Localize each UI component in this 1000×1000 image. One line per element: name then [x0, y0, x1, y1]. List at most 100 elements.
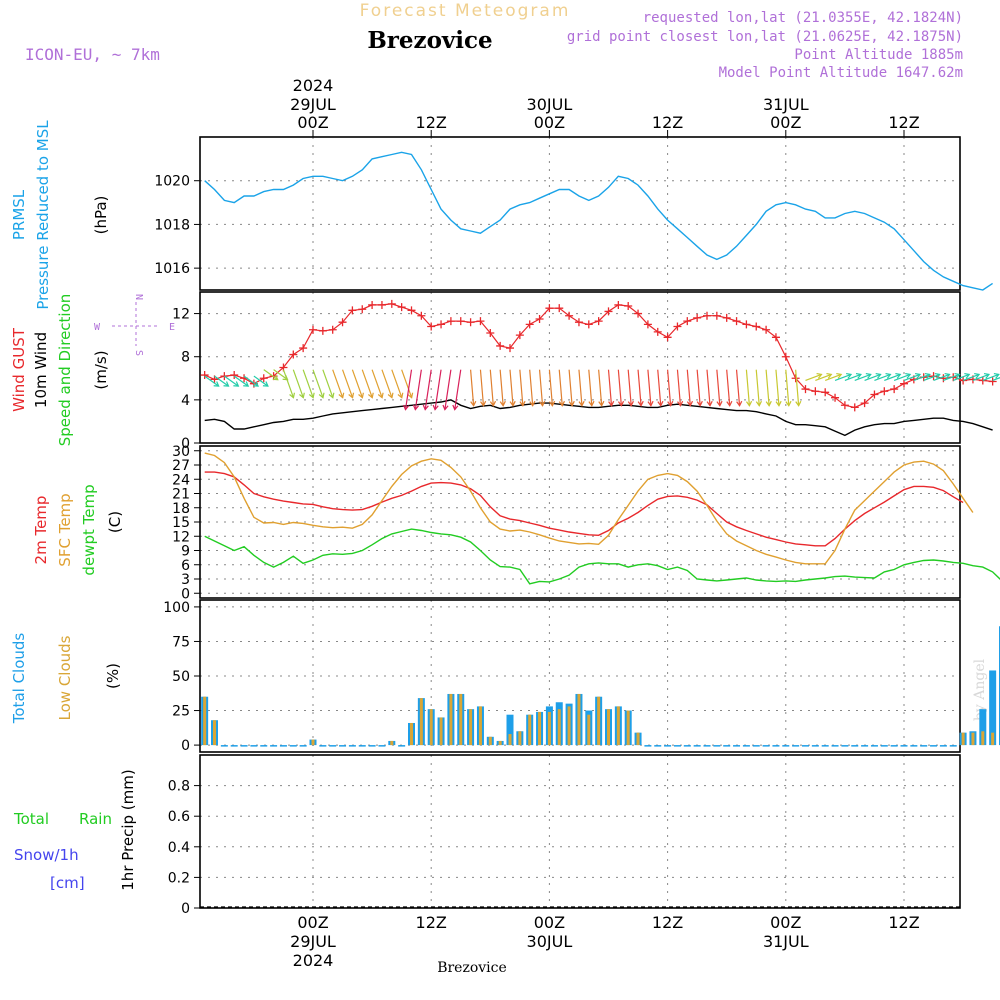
temp-ytick-label: 27 — [172, 458, 190, 474]
wind-direction-arrow — [548, 369, 553, 406]
low-cloud-bar — [981, 731, 985, 746]
temp-2m-label: 2m Temp — [32, 496, 50, 565]
dewpt-line — [204, 528, 1000, 585]
wind-arrow-head — [407, 392, 414, 399]
wind-ytick-label: 0 — [181, 436, 190, 452]
compass-east: E — [169, 322, 175, 333]
wind-arrow-head — [627, 400, 634, 407]
wind-direction-arrow — [676, 369, 682, 406]
total-cloud-bar — [910, 745, 918, 747]
gust-marker — [397, 303, 406, 312]
wind-arrow-head — [558, 400, 566, 407]
supertitle: Forecast Meteogram — [360, 1, 571, 21]
gust-marker — [693, 313, 702, 322]
total-cloud-bar — [752, 745, 760, 747]
grid-point: grid point closest lon,lat (21.0625E, 42… — [567, 29, 963, 45]
wind-direction-arrow — [204, 375, 219, 387]
wind-direction-arrow — [519, 369, 524, 406]
low-cloud-bar — [439, 717, 443, 746]
low-cloud-bar — [508, 734, 512, 746]
wind-arrow-head — [412, 404, 419, 411]
time-label-bottom: 00Z — [770, 913, 801, 932]
total-cloud-bar — [329, 745, 337, 747]
wind-direction-arrow — [884, 373, 901, 382]
total-cloud-bar — [644, 745, 652, 747]
gust-marker — [870, 390, 879, 399]
wind-arrow-head — [677, 400, 684, 407]
pressure-panel: 1016 1018 1020 — [154, 136, 961, 291]
precip-snow-label: Snow/1h — [14, 846, 79, 864]
total-cloud-bar — [772, 745, 780, 747]
wind-arrow-head — [289, 392, 296, 399]
wind-direction-arrow — [302, 369, 314, 398]
wind-arrow-head — [422, 404, 429, 411]
gust-marker — [811, 387, 820, 396]
gust-marker — [259, 374, 268, 383]
temp-sfc-label: SFC Temp — [56, 493, 74, 566]
wind-direction-arrow — [923, 373, 940, 382]
gust-marker — [565, 311, 574, 320]
requested-point: requested lon,lat (21.0355E, 42.1824N) — [643, 10, 963, 26]
time-label-top: 00Z — [770, 113, 801, 132]
temp-ytick-label: 9 — [181, 544, 190, 560]
low-cloud-bar — [587, 714, 591, 746]
total-cloud-bar — [358, 745, 366, 747]
pressure-ytick-label: 1020 — [154, 174, 190, 190]
wind-arrow-head — [765, 400, 772, 407]
total-cloud-bar — [654, 745, 662, 747]
wind-direction-arrow — [401, 369, 413, 398]
total-cloud-bar — [664, 745, 672, 747]
year-top: 2024 — [293, 76, 334, 95]
wind-arrow-head — [726, 400, 733, 407]
gust-marker — [821, 388, 830, 397]
gust-marker — [456, 317, 465, 326]
low-cloud-bar — [636, 732, 640, 746]
wind-arrow-head — [387, 392, 394, 399]
wind-arrow-head — [403, 404, 410, 411]
wind-direction-arrow — [755, 369, 760, 406]
gust-marker — [703, 311, 711, 320]
wind-direction-arrow — [706, 369, 711, 406]
wind-arrow-head — [223, 381, 230, 387]
total-cloud-bar — [890, 745, 898, 747]
wind-arrow-head — [328, 392, 335, 399]
wind-speeddir-label: Speed and Direction — [56, 294, 74, 447]
wind-arrow-head — [480, 400, 487, 407]
wind-arrow-head — [617, 400, 625, 407]
wind-arrow-head — [348, 392, 355, 399]
wind-arrow-head — [568, 400, 575, 407]
wind-arrow-head — [539, 400, 546, 407]
total-cloud-bar — [792, 745, 800, 747]
wind-direction-arrow — [775, 369, 780, 406]
total-cloud-bar — [368, 745, 376, 747]
total-cloud-bar — [230, 745, 238, 747]
gust-marker — [959, 376, 968, 385]
wind-arrow-head — [213, 381, 220, 387]
total-cloud-bar — [811, 745, 819, 747]
wind-arrow-head — [885, 372, 892, 379]
wind-arrow-head — [954, 372, 961, 379]
time-label-bottom: 00Z — [534, 913, 565, 932]
wind-direction-arrow — [479, 369, 485, 406]
gust-marker — [762, 325, 771, 334]
temp-dewpt-label: dewpt Temp — [80, 484, 98, 575]
precip-ytick-label: 0.4 — [168, 840, 190, 856]
location-title: Brezovice — [367, 27, 492, 54]
wind-arrow-head — [499, 400, 506, 407]
wind-direction-arrow — [578, 369, 583, 406]
wind-arrow-head — [795, 400, 802, 407]
wind-arrow-head — [875, 372, 882, 379]
precip-panel: 0 0.2 0.4 0.6 0.8 — [168, 754, 961, 917]
precip-snow-unit: [cm] — [50, 874, 85, 892]
low-cloud-bar — [498, 740, 502, 746]
wind-arrow-head — [519, 400, 526, 407]
wind-direction-arrow — [953, 373, 970, 382]
wind-direction-arrow — [627, 369, 632, 406]
precip-ytick-label: 0.6 — [168, 809, 190, 825]
wind-direction-arrow — [568, 369, 573, 406]
pressure-ytick-label: 1018 — [154, 217, 190, 233]
wind-arrow-head — [855, 372, 862, 379]
gust-marker — [348, 306, 357, 315]
wind-arrow-head — [452, 404, 459, 411]
total-cloud-bar — [979, 709, 987, 746]
